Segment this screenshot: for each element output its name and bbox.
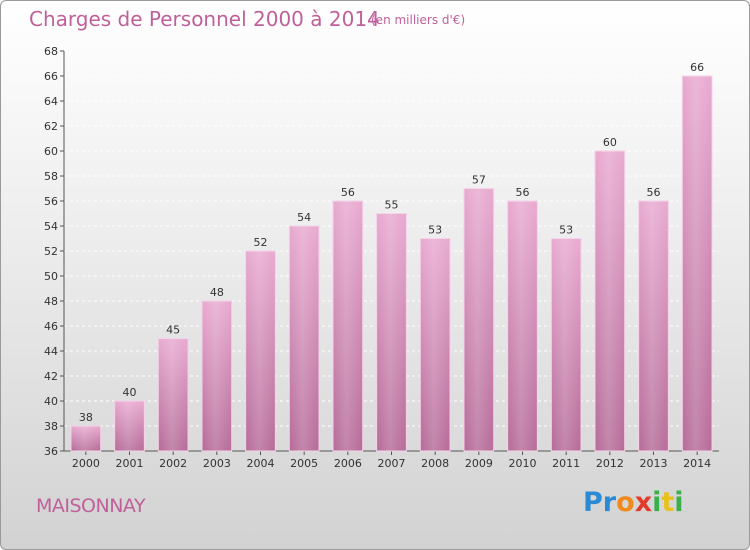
x-tick-label-2013: 2013 bbox=[640, 457, 668, 470]
y-tick-label-54: 54 bbox=[44, 220, 58, 233]
x-tick-label-2002: 2002 bbox=[159, 457, 187, 470]
x-tick-label-2014: 2014 bbox=[683, 457, 711, 470]
logo-letter-3: x bbox=[634, 487, 653, 518]
y-tick-label-50: 50 bbox=[44, 270, 58, 283]
x-tick-label-2012: 2012 bbox=[596, 457, 624, 470]
bar-shine-2001 bbox=[114, 401, 145, 451]
y-tick-label-64: 64 bbox=[44, 95, 58, 108]
data-label-2006: 56 bbox=[341, 186, 355, 199]
data-label-2001: 40 bbox=[123, 386, 137, 399]
bar-shine-2014 bbox=[682, 76, 713, 451]
y-tick-label-36: 36 bbox=[44, 445, 58, 458]
bar-shine-2009 bbox=[463, 188, 494, 451]
chart-title: Charges de Personnel 2000 à 2014 bbox=[29, 7, 380, 31]
proxiti-logo[interactable]: Proxiti bbox=[583, 487, 684, 518]
chart-unit: (en milliers d'€) bbox=[371, 13, 466, 27]
y-tick-label-58: 58 bbox=[44, 170, 58, 183]
x-tick-label-2010: 2010 bbox=[509, 457, 537, 470]
y-tick-label-46: 46 bbox=[44, 320, 58, 333]
y-tick-label-66: 66 bbox=[44, 70, 58, 83]
x-tick-label-2004: 2004 bbox=[247, 457, 275, 470]
data-label-2003: 48 bbox=[210, 286, 224, 299]
x-tick-label-2005: 2005 bbox=[290, 457, 318, 470]
bar-shine-2013 bbox=[638, 201, 669, 451]
y-tick-label-68: 68 bbox=[44, 45, 58, 58]
x-tick-label-2003: 2003 bbox=[203, 457, 231, 470]
data-label-2010: 56 bbox=[516, 186, 530, 199]
bar-shine-2005 bbox=[289, 226, 320, 451]
logo-letter-4: i bbox=[652, 487, 662, 518]
data-label-2004: 52 bbox=[254, 236, 268, 249]
x-tick-label-2000: 2000 bbox=[72, 457, 100, 470]
data-label-2007: 55 bbox=[385, 199, 399, 212]
axis-layer: 36 38 40 42 44 46 48 50 52 54 56 58 60 62 64 66 68 2000 20… bbox=[44, 45, 719, 470]
x-tick-label-2008: 2008 bbox=[421, 457, 449, 470]
data-label-2013: 56 bbox=[647, 186, 661, 199]
logo-letter-6: i bbox=[674, 487, 684, 518]
x-tick-label-2007: 2007 bbox=[378, 457, 406, 470]
bar-shine-2008 bbox=[420, 238, 451, 451]
bar-shine-2003 bbox=[201, 301, 232, 451]
bar-layer bbox=[70, 75, 713, 452]
y-tick-label-60: 60 bbox=[44, 145, 58, 158]
bar-shine-2007 bbox=[376, 213, 407, 451]
bar-shine-2002 bbox=[158, 338, 189, 451]
y-tick-label-56: 56 bbox=[44, 195, 58, 208]
commune-name: MAISONNAY bbox=[36, 495, 146, 517]
data-label-2002: 45 bbox=[166, 324, 180, 337]
y-tick-label-42: 42 bbox=[44, 370, 58, 383]
bar-shine-2011 bbox=[551, 238, 582, 451]
y-tick-label-52: 52 bbox=[44, 245, 58, 258]
x-tick-label-2009: 2009 bbox=[465, 457, 493, 470]
y-tick-label-62: 62 bbox=[44, 120, 58, 133]
logo-letter-2: o bbox=[616, 487, 635, 518]
data-label-2000: 38 bbox=[79, 411, 93, 424]
x-tick-label-2011: 2011 bbox=[552, 457, 580, 470]
y-tick-label-40: 40 bbox=[44, 395, 58, 408]
data-label-2005: 54 bbox=[297, 211, 311, 224]
bar-shine-2010 bbox=[507, 201, 538, 451]
bar-shine-2006 bbox=[332, 201, 363, 451]
y-tick-label-44: 44 bbox=[44, 345, 58, 358]
x-tick-label-2001: 2001 bbox=[116, 457, 144, 470]
logo-letter-0: P bbox=[583, 487, 603, 518]
y-tick-label-38: 38 bbox=[44, 420, 58, 433]
x-tick-label-2006: 2006 bbox=[334, 457, 362, 470]
y-tick-label-48: 48 bbox=[44, 295, 58, 308]
data-label-2008: 53 bbox=[428, 224, 442, 237]
logo-letter-1: r bbox=[602, 487, 617, 518]
data-label-2012: 60 bbox=[603, 136, 617, 149]
label-layer: 38 40 45 48 52 54 56 55 53 57 56 53 60 56 66 bbox=[79, 61, 704, 424]
data-label-2009: 57 bbox=[472, 174, 486, 187]
bar-shine-2004 bbox=[245, 251, 276, 451]
bar-shine-2012 bbox=[594, 151, 625, 451]
logo-letter-5: t bbox=[661, 487, 675, 518]
bar-shine-2000 bbox=[70, 426, 101, 451]
data-label-2011: 53 bbox=[559, 224, 573, 237]
data-label-2014: 66 bbox=[690, 61, 704, 74]
